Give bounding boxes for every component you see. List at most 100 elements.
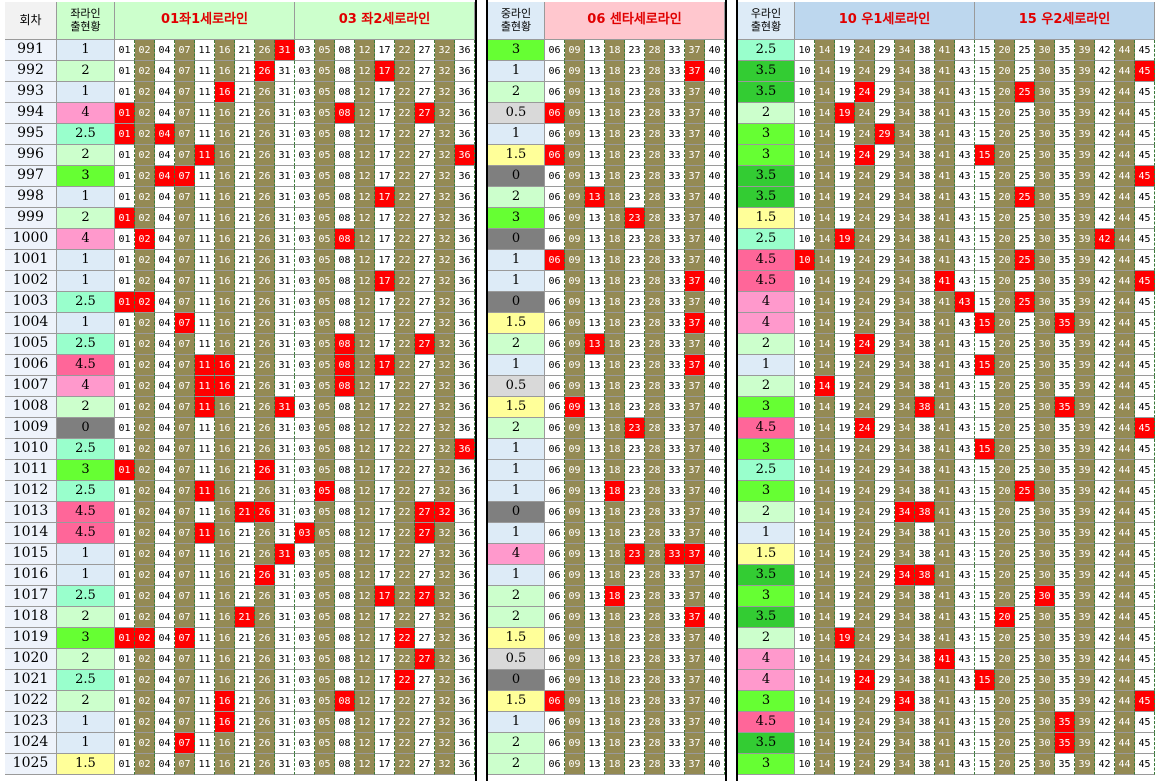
number-cell: 39: [1075, 670, 1095, 691]
number-cell: 40: [705, 208, 725, 229]
number-cell: 10: [795, 334, 815, 355]
number-cell: 30: [1035, 82, 1055, 103]
number-cell: 25: [1015, 544, 1035, 565]
number-cell: 17: [375, 439, 395, 460]
number-cell: 42: [1095, 313, 1115, 334]
number-cell: 31: [275, 628, 295, 649]
number-cell: 04: [155, 61, 175, 82]
number-cell: 14: [815, 166, 835, 187]
number-cell: 07: [175, 439, 195, 460]
number-cell: 32: [435, 754, 455, 775]
number-cell: 20: [995, 208, 1015, 229]
status-value: 4: [738, 649, 795, 670]
number-cell: 14: [815, 208, 835, 229]
number-cell: 26: [255, 691, 275, 712]
number-cell: 35: [1055, 439, 1075, 460]
number-cell: 16: [215, 229, 235, 250]
number-cell: 39: [1075, 166, 1095, 187]
number-cell: 23: [625, 271, 645, 292]
number-cell: 40: [705, 397, 725, 418]
number-cell: 20: [995, 712, 1015, 733]
number-cell: 04: [155, 145, 175, 166]
number-cell: 36: [455, 481, 475, 502]
round-header: 회차: [5, 2, 57, 40]
number-cell: 18: [605, 313, 625, 334]
status-value: 2: [488, 586, 545, 607]
number-cell: 28: [645, 439, 665, 460]
number-cell: 16: [215, 355, 235, 376]
number-cell: 02: [135, 670, 155, 691]
number-cell: 04: [155, 355, 175, 376]
number-cell: 25: [1015, 376, 1035, 397]
number-cell: 34: [895, 649, 915, 670]
group-title: 06 센타세로라인: [545, 2, 725, 40]
number-cell: 38: [915, 292, 935, 313]
number-cell: 18: [605, 523, 625, 544]
number-cell: 12: [355, 40, 375, 61]
number-cell: 03: [295, 376, 315, 397]
number-cell: 05: [315, 313, 335, 334]
number-cell: 12: [355, 208, 375, 229]
number-cell: 36: [455, 292, 475, 313]
status-value: 4: [738, 313, 795, 334]
number-cell: 24: [855, 313, 875, 334]
number-cell: 16: [215, 565, 235, 586]
number-cell: 09: [565, 523, 585, 544]
number-cell: 22: [395, 691, 415, 712]
number-cell: 10: [795, 733, 815, 754]
number-cell: 26: [255, 355, 275, 376]
status-value: 2: [738, 502, 795, 523]
number-cell: 34: [895, 82, 915, 103]
number-cell: 21: [235, 145, 255, 166]
number-cell: 26: [255, 460, 275, 481]
number-cell: 06: [545, 502, 565, 523]
number-cell: 22: [395, 271, 415, 292]
number-cell: 40: [705, 124, 725, 145]
status-header: 좌라인 출현황: [57, 2, 115, 40]
status-value: 3: [57, 460, 115, 481]
number-cell: 11: [195, 481, 215, 502]
number-cell: 14: [815, 334, 835, 355]
number-cell: 11: [195, 124, 215, 145]
number-cell: 14: [815, 565, 835, 586]
number-cell: 24: [855, 40, 875, 61]
number-cell: 21: [235, 523, 255, 544]
number-cell: 13: [585, 376, 605, 397]
number-cell: 23: [625, 355, 645, 376]
number-cell: 38: [915, 229, 935, 250]
number-cell: 37: [685, 628, 705, 649]
number-cell: 06: [545, 565, 565, 586]
number-cell: 22: [395, 586, 415, 607]
number-cell: 35: [1055, 712, 1075, 733]
number-cell: 36: [455, 691, 475, 712]
number-cell: 19: [835, 250, 855, 271]
number-cell: 13: [585, 187, 605, 208]
number-cell: 17: [375, 607, 395, 628]
number-cell: 28: [645, 229, 665, 250]
number-cell: 02: [135, 397, 155, 418]
number-cell: 43: [955, 754, 975, 775]
number-cell: 25: [1015, 208, 1035, 229]
number-cell: 43: [955, 649, 975, 670]
number-cell: 02: [135, 628, 155, 649]
number-cell: 37: [685, 103, 705, 124]
number-cell: 03: [295, 250, 315, 271]
number-cell: 15: [975, 607, 995, 628]
number-cell: 40: [705, 166, 725, 187]
number-cell: 23: [625, 712, 645, 733]
round-number: 1000: [5, 229, 57, 250]
number-cell: 15: [975, 523, 995, 544]
number-cell: 02: [135, 376, 155, 397]
number-cell: 35: [1055, 691, 1075, 712]
status-value: 3: [488, 208, 545, 229]
number-cell: 41: [935, 166, 955, 187]
number-cell: 43: [955, 439, 975, 460]
number-cell: 31: [275, 397, 295, 418]
number-cell: 30: [1035, 691, 1055, 712]
number-cell: 28: [645, 691, 665, 712]
number-cell: 09: [565, 481, 585, 502]
number-cell: 16: [215, 481, 235, 502]
number-cell: 30: [1035, 40, 1055, 61]
number-cell: 43: [955, 733, 975, 754]
number-cell: 36: [455, 565, 475, 586]
